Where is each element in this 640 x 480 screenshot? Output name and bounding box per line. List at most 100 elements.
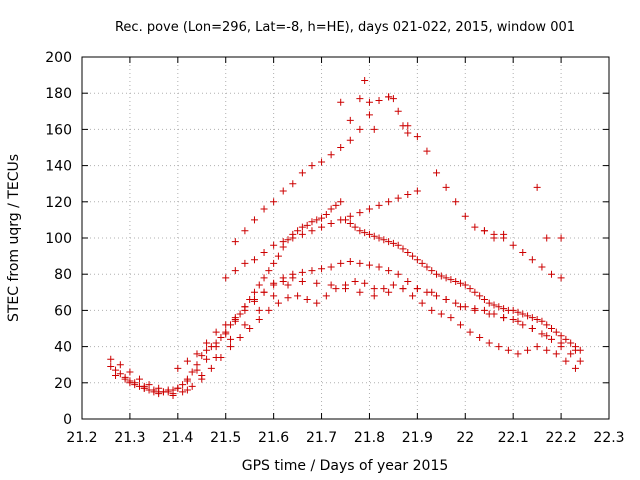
data-point	[452, 277, 460, 285]
data-point	[452, 198, 460, 206]
data-point	[270, 198, 278, 206]
data-point	[327, 220, 335, 228]
data-point	[318, 214, 326, 222]
data-point	[313, 279, 321, 287]
data-point	[260, 288, 268, 296]
data-point	[356, 288, 364, 296]
data-point	[342, 285, 349, 293]
data-point	[452, 299, 460, 307]
data-point	[308, 227, 316, 235]
data-point	[346, 136, 354, 144]
data-point	[356, 209, 364, 217]
data-point	[241, 303, 249, 311]
data-point	[370, 285, 378, 293]
data-point	[409, 292, 417, 300]
data-point	[567, 350, 575, 358]
data-point	[548, 325, 556, 332]
data-point	[198, 372, 206, 380]
data-point	[284, 236, 292, 244]
data-point	[370, 125, 378, 133]
data-point	[385, 198, 393, 206]
data-point	[557, 274, 565, 282]
data-point	[337, 259, 345, 267]
data-point	[327, 281, 335, 289]
data-point	[116, 361, 124, 369]
data-point	[303, 221, 311, 229]
data-point	[361, 229, 369, 237]
data-point	[480, 306, 488, 314]
data-point	[495, 303, 503, 311]
data-point	[562, 335, 570, 343]
data-point	[231, 267, 239, 275]
data-point	[394, 194, 402, 202]
data-point	[543, 332, 551, 340]
data-point	[356, 95, 364, 103]
data-point	[255, 306, 263, 314]
data-point	[284, 294, 292, 302]
data-point	[183, 386, 191, 394]
y-tick-label: 180	[45, 86, 72, 102]
data-point	[250, 296, 258, 304]
data-point	[365, 230, 373, 238]
data-point	[418, 299, 426, 307]
data-point	[351, 277, 359, 285]
data-point	[308, 218, 316, 226]
data-point	[433, 169, 441, 177]
chart-title: Rec. pove (Lon=296, Lat=-8, h=HE), days …	[115, 20, 575, 35]
data-point	[514, 350, 522, 358]
data-point	[250, 288, 258, 296]
data-point	[495, 343, 503, 351]
y-tick-label: 100	[45, 231, 72, 247]
data-point	[270, 281, 278, 289]
data-point	[423, 263, 431, 271]
data-point	[145, 381, 153, 389]
data-point	[428, 267, 436, 275]
data-point	[222, 330, 230, 338]
data-point	[265, 306, 273, 314]
data-point	[318, 265, 326, 273]
data-point	[313, 216, 321, 224]
data-point	[356, 227, 364, 235]
x-tick-label: 21.9	[402, 430, 433, 446]
data-point	[279, 277, 287, 285]
data-point	[112, 372, 120, 380]
data-point	[327, 151, 335, 159]
data-point	[231, 314, 239, 322]
y-axis-label: STEC from uqrg / TECUs	[6, 154, 22, 322]
data-point	[260, 248, 268, 256]
x-tick-label: 22.1	[498, 430, 529, 446]
data-point	[490, 234, 498, 242]
data-point	[193, 350, 201, 358]
x-tick-label: 21.6	[258, 430, 289, 446]
data-point	[222, 321, 230, 329]
data-point	[270, 292, 278, 300]
data-point	[375, 96, 383, 104]
data-point	[337, 98, 345, 106]
data-point	[318, 158, 326, 166]
data-point	[456, 303, 464, 311]
data-point	[413, 285, 421, 293]
data-point	[155, 390, 163, 398]
data-point	[437, 310, 445, 318]
y-tick-label: 0	[63, 412, 72, 428]
data-point	[428, 306, 436, 314]
data-point	[365, 111, 373, 119]
data-point	[385, 288, 393, 296]
data-point	[524, 346, 532, 354]
data-point	[140, 384, 148, 392]
data-point	[409, 252, 417, 260]
data-point	[404, 248, 412, 256]
x-tick-label: 22.2	[546, 430, 577, 446]
data-point	[179, 381, 187, 389]
y-tick-label: 80	[54, 267, 72, 283]
data-point	[174, 364, 182, 372]
data-point	[250, 216, 258, 224]
data-point	[394, 107, 402, 115]
data-point	[361, 77, 369, 85]
data-point	[107, 363, 115, 371]
data-point	[466, 328, 474, 336]
data-point	[528, 325, 536, 332]
data-point	[485, 339, 493, 347]
